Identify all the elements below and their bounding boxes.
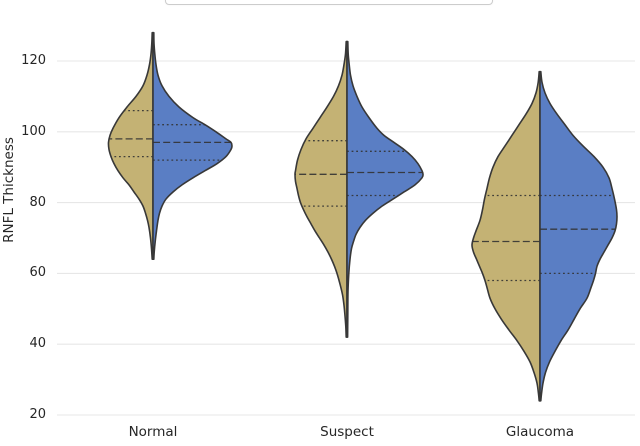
x-tick-label-glaucoma: Glaucoma [505, 424, 575, 440]
y-tick-label-40: 40 [29, 336, 46, 352]
violin-glaucoma-right [539, 70, 618, 402]
violin-normal-right [152, 31, 233, 261]
violin-glaucoma-left [471, 70, 541, 402]
y-tick-label-80: 80 [29, 194, 46, 210]
y-tick-label-100: 100 [21, 123, 46, 139]
y-tick-label-20: 20 [29, 407, 46, 422]
legend-box [165, 0, 493, 5]
y-tick-label-120: 120 [21, 53, 46, 68]
violin-normal-left [107, 31, 154, 261]
x-tick-label-normal: Normal [128, 424, 178, 440]
x-tick-label-suspect: Suspect [320, 424, 374, 440]
violin-suspect-right [346, 40, 424, 338]
y-tick-label-60: 60 [29, 265, 46, 281]
violin-suspect-left [294, 40, 348, 338]
